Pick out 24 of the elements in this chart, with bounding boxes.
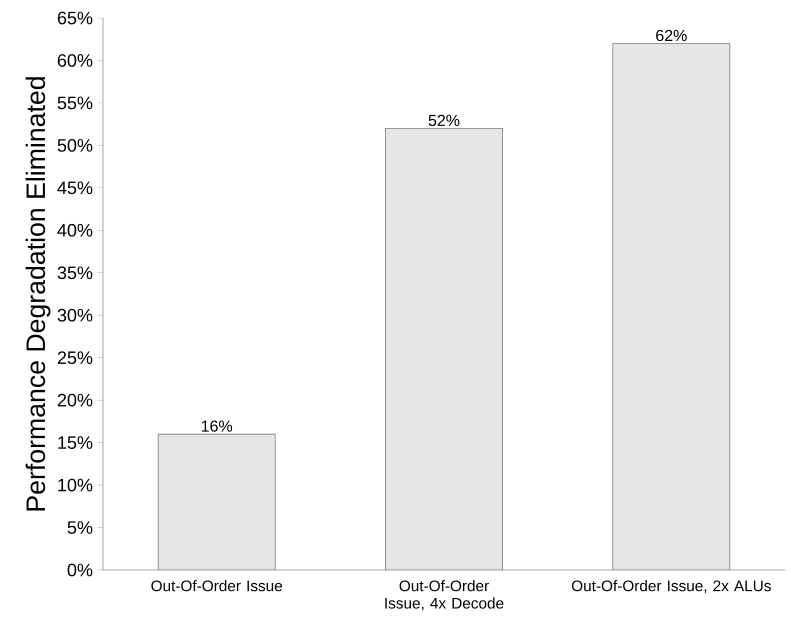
bar <box>158 434 276 570</box>
y-tick-label: 10% <box>58 478 92 492</box>
y-tick-label: 25% <box>58 351 92 364</box>
y-tick-label: 30% <box>58 308 92 322</box>
y-tick-label: 15% <box>58 436 92 449</box>
y-tick-label: 0% <box>68 564 92 576</box>
y-axis-title: Performance Degradation Eliminated <box>26 77 50 510</box>
bar <box>385 128 503 570</box>
y-tick-label: 20% <box>58 394 92 407</box>
y-tick-label: 60% <box>58 54 92 67</box>
data-label: 62% <box>656 30 687 42</box>
y-tick-label: 50% <box>58 139 92 152</box>
data-label: 52% <box>428 114 460 126</box>
x-tick-label: Out-Of-Order Issue <box>151 580 282 592</box>
y-tick-label: 5% <box>68 521 92 534</box>
y-tick-label: 55% <box>58 96 92 110</box>
y-tick-label: 40% <box>57 224 92 237</box>
y-tick-label: 45% <box>57 182 92 194</box>
x-tick-label: Out-Of-Order Issue, 4x Decode <box>385 580 504 610</box>
x-tick-label: Out-Of-Order Issue, 2x ALUs <box>572 580 771 594</box>
y-tick-label: 35% <box>58 266 92 280</box>
data-label: 16% <box>202 420 232 432</box>
y-tick-label: 65% <box>58 12 92 24</box>
bar <box>612 43 730 570</box>
